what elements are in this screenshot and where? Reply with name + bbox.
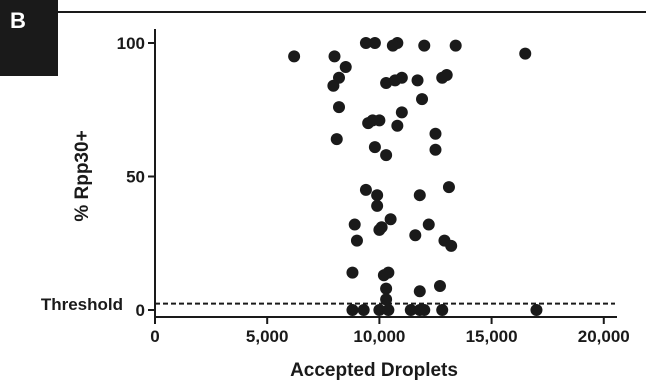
data-point	[445, 239, 458, 252]
data-point	[433, 279, 446, 292]
data-point	[429, 143, 442, 156]
data-point	[386, 39, 399, 52]
data-point	[380, 293, 393, 306]
top-rule	[58, 11, 646, 13]
data-point	[339, 61, 352, 74]
data-point	[350, 234, 363, 247]
data-point	[368, 141, 381, 154]
data-point	[530, 304, 543, 316]
data-point	[411, 74, 424, 87]
panel-badge: B	[0, 0, 58, 76]
data-points	[288, 37, 543, 316]
data-point	[359, 183, 372, 196]
data-point	[371, 199, 384, 212]
y-tick-label: 0	[136, 301, 145, 320]
y-axis-label: % Rpp30+	[72, 130, 93, 221]
y-tick-label: 50	[126, 168, 145, 187]
panel-letter: B	[10, 8, 26, 33]
data-point	[375, 221, 388, 234]
threshold-label: Threshold	[41, 295, 123, 314]
x-tick-label: 10,000	[353, 327, 405, 346]
data-point	[330, 133, 343, 146]
data-point	[404, 304, 417, 316]
x-axis-label: Accepted Droplets	[290, 360, 458, 380]
data-point	[288, 50, 301, 63]
data-point	[357, 304, 370, 316]
data-point	[380, 282, 393, 295]
data-point	[395, 106, 408, 119]
x-tick-label: 20,000	[578, 327, 630, 346]
data-point	[391, 119, 404, 132]
data-point	[436, 71, 449, 84]
data-point	[429, 127, 442, 140]
data-point	[382, 304, 395, 316]
data-point	[436, 304, 449, 316]
data-point	[418, 39, 431, 52]
data-point	[359, 37, 372, 49]
data-point	[368, 37, 381, 49]
x-tick-label: 0	[150, 327, 159, 346]
data-point	[384, 213, 397, 226]
axes: 0 50 100 0 5,000 10,000 15,000 20,000	[117, 29, 630, 346]
data-point	[413, 189, 426, 202]
data-point	[348, 218, 361, 231]
data-point	[371, 189, 384, 202]
data-point	[346, 304, 359, 316]
data-point	[422, 218, 435, 231]
data-point	[418, 304, 431, 316]
data-point	[327, 79, 340, 92]
data-point	[380, 149, 393, 162]
data-point	[333, 101, 345, 114]
data-point	[373, 114, 386, 127]
data-point	[416, 93, 429, 106]
data-point	[442, 181, 455, 194]
x-tick-label: 15,000	[466, 327, 518, 346]
data-point	[346, 266, 359, 279]
data-point	[395, 71, 408, 84]
data-point	[413, 285, 426, 298]
data-point	[382, 266, 395, 279]
threshold-line-group: Threshold	[41, 295, 615, 314]
x-tick-label: 5,000	[246, 327, 289, 346]
data-point	[519, 47, 532, 60]
data-point	[409, 229, 422, 242]
y-tick-label: 100	[117, 34, 145, 53]
data-point	[328, 50, 341, 63]
data-point	[449, 39, 462, 52]
data-point	[373, 304, 386, 316]
